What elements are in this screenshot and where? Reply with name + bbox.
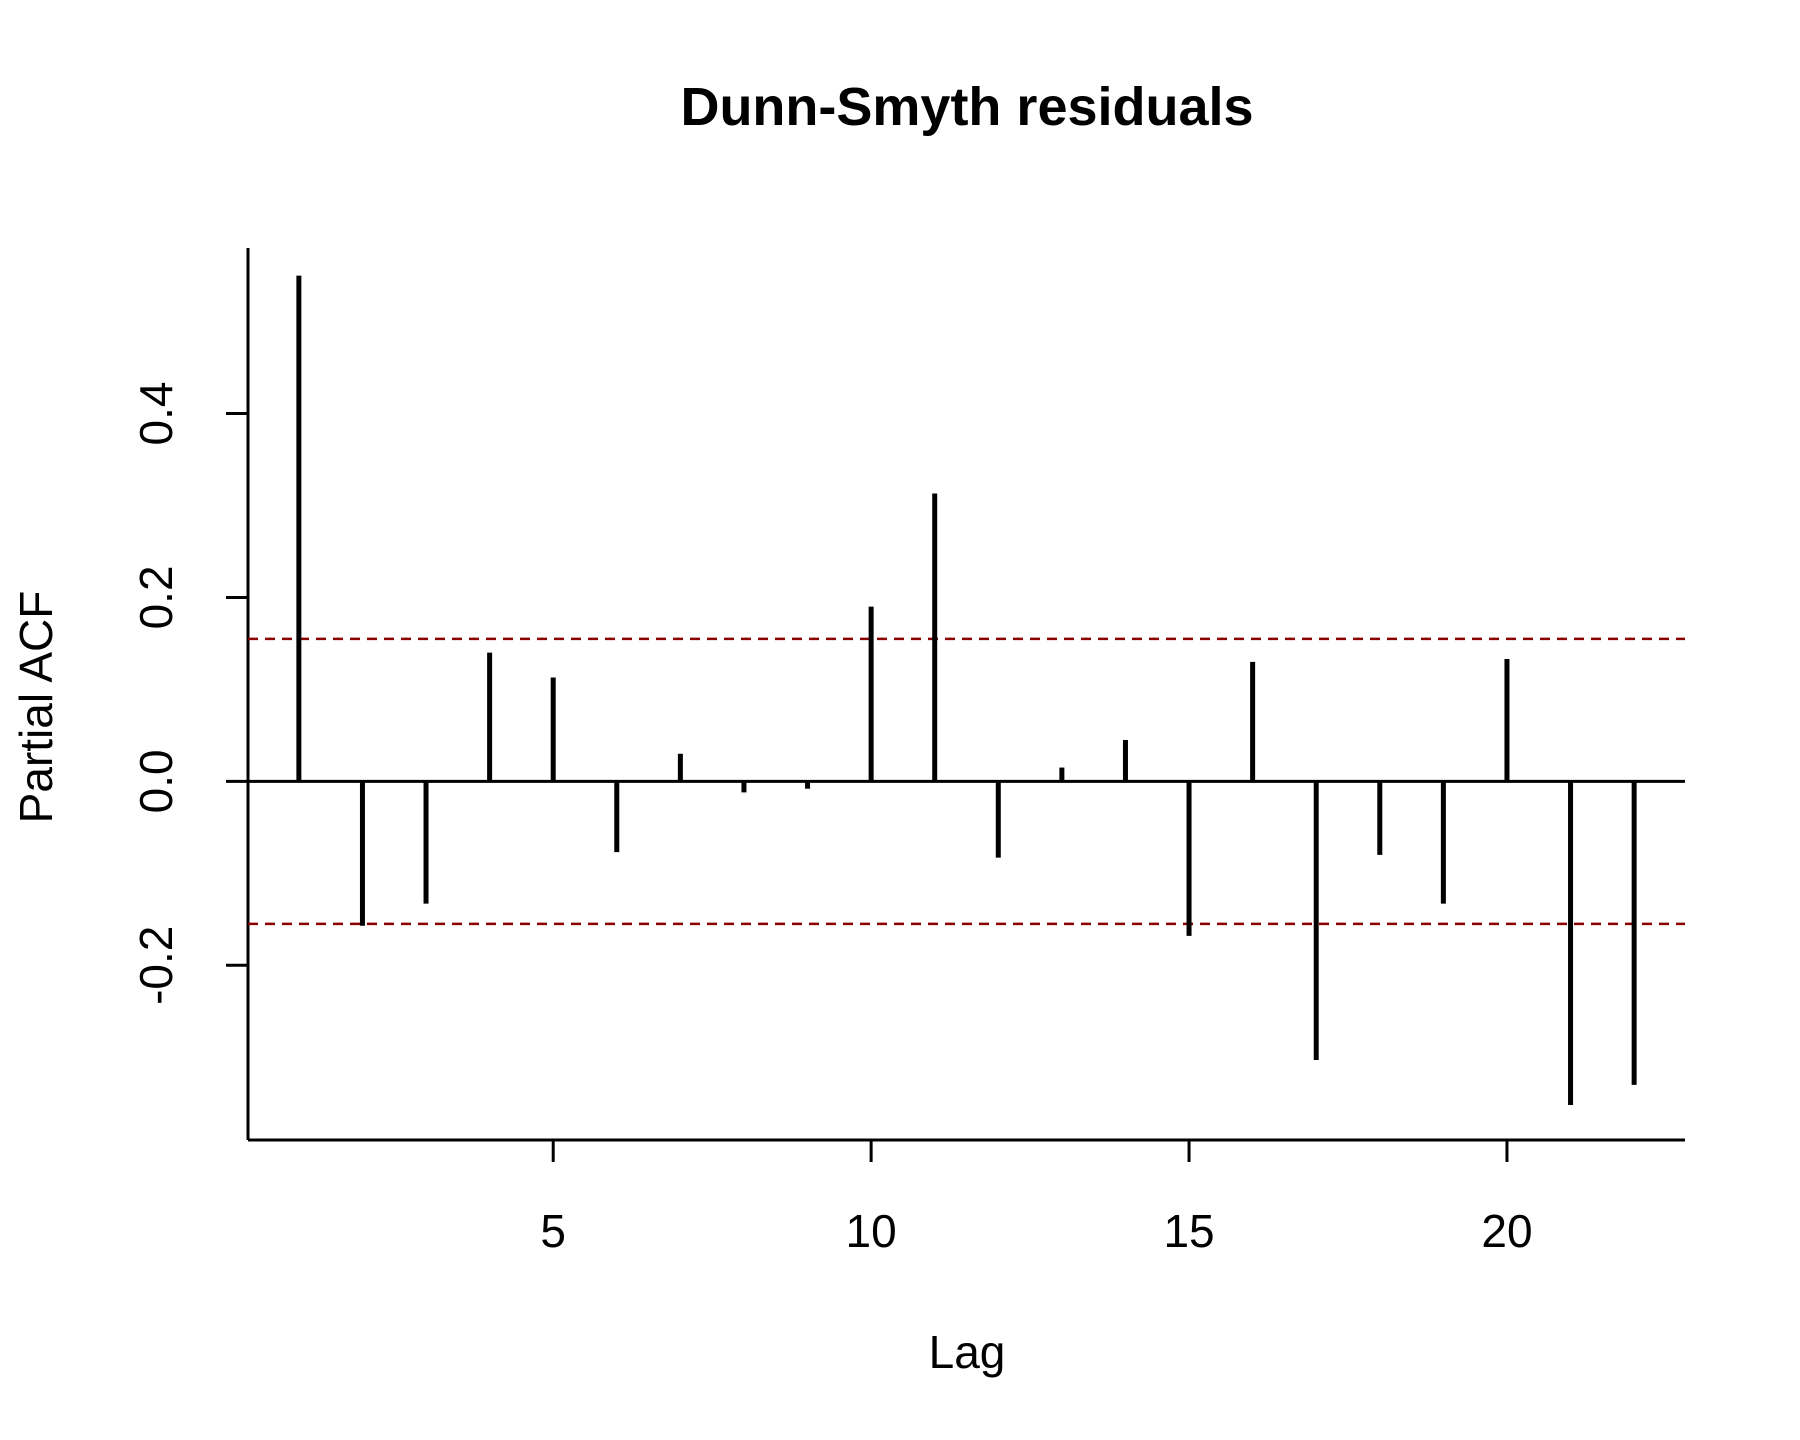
x-tick-label: 20	[1481, 1205, 1532, 1257]
x-tick-label: 10	[846, 1205, 897, 1257]
chart-title: Dunn-Smyth residuals	[680, 77, 1253, 137]
x-tick-label: 15	[1163, 1205, 1214, 1257]
x-axis-label: Lag	[929, 1326, 1006, 1378]
y-axis-label: Partial ACF	[10, 591, 62, 824]
x-axis-ticks: 5 10 15 20	[540, 1140, 1533, 1257]
x-tick-label: 5	[540, 1205, 566, 1257]
pacf-bars	[296, 275, 1637, 1106]
y-tick-label: 0.2	[130, 565, 182, 629]
y-tick-label: 0.0	[130, 749, 182, 813]
y-tick-label: 0.4	[130, 382, 182, 446]
y-tick-label: -0.2	[130, 926, 182, 1005]
y-axis-ticks: -0.2 0.0 0.2 0.4	[130, 382, 248, 1005]
